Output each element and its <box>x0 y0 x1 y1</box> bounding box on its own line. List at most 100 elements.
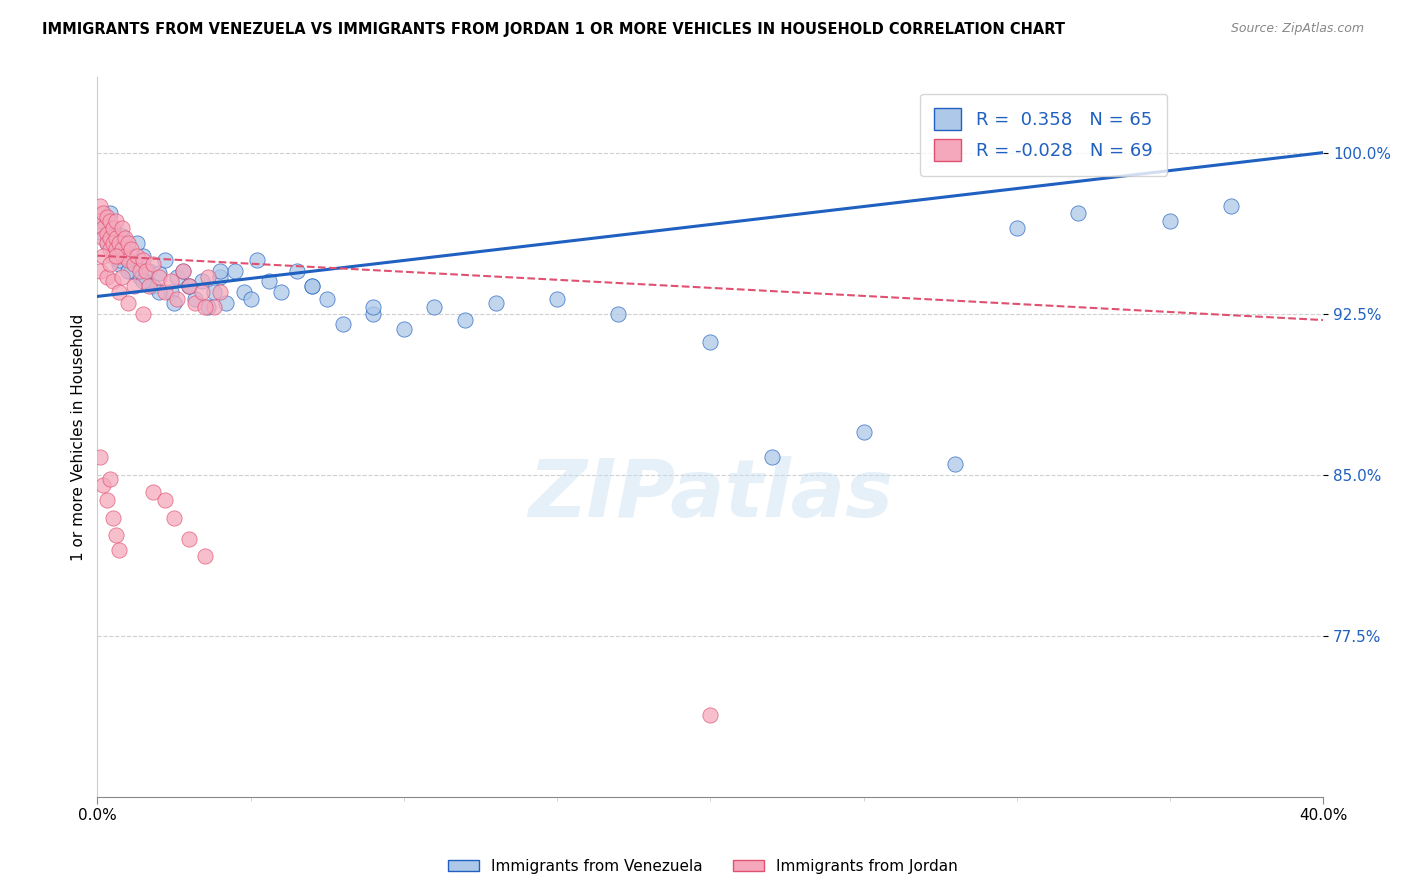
Point <box>197 270 219 285</box>
Point <box>166 270 188 285</box>
Point <box>89 199 111 213</box>
Point <box>546 292 568 306</box>
Point <box>107 257 129 271</box>
Point <box>761 450 783 465</box>
Point <box>117 252 139 267</box>
Point <box>93 214 115 228</box>
Point <box>208 263 231 277</box>
Point <box>699 708 721 723</box>
Point <box>215 296 238 310</box>
Point <box>96 227 118 242</box>
Point <box>101 274 124 288</box>
Point <box>98 242 121 256</box>
Point <box>117 235 139 250</box>
Point <box>104 214 127 228</box>
Point <box>101 249 124 263</box>
Point <box>107 285 129 300</box>
Point <box>89 225 111 239</box>
Point <box>111 242 134 256</box>
Point <box>141 278 163 293</box>
Point <box>122 257 145 271</box>
Point <box>163 510 186 524</box>
Point <box>89 263 111 277</box>
Point <box>224 263 246 277</box>
Point <box>160 274 183 288</box>
Point <box>423 300 446 314</box>
Point <box>111 220 134 235</box>
Point <box>117 263 139 277</box>
Point <box>135 274 157 288</box>
Point <box>107 252 129 267</box>
Point <box>246 252 269 267</box>
Point <box>93 249 115 263</box>
Point <box>111 229 134 244</box>
Y-axis label: 1 or more Vehicles in Household: 1 or more Vehicles in Household <box>72 313 86 561</box>
Point <box>117 296 139 310</box>
Point <box>197 300 219 314</box>
Point <box>179 278 201 293</box>
Point <box>111 270 134 285</box>
Point <box>89 214 111 228</box>
Point <box>138 263 160 277</box>
Point <box>96 210 118 224</box>
Point <box>285 263 308 277</box>
Legend: Immigrants from Venezuela, Immigrants from Jordan: Immigrants from Venezuela, Immigrants fr… <box>441 853 965 880</box>
Point <box>96 235 118 250</box>
Point <box>148 266 170 280</box>
Text: ZIPatlas: ZIPatlas <box>527 456 893 533</box>
Point <box>166 292 188 306</box>
Text: Source: ZipAtlas.com: Source: ZipAtlas.com <box>1230 22 1364 36</box>
Point <box>270 285 292 300</box>
Point <box>107 542 129 557</box>
Point <box>98 231 121 245</box>
Point <box>98 257 121 271</box>
Point <box>96 270 118 285</box>
Point <box>129 263 152 277</box>
Point <box>202 300 225 314</box>
Point <box>96 235 118 250</box>
Point <box>127 249 149 263</box>
Point <box>138 278 160 293</box>
Point <box>257 274 280 288</box>
Point <box>96 493 118 508</box>
Point <box>1005 220 1028 235</box>
Point <box>107 235 129 250</box>
Point <box>202 285 225 300</box>
Point <box>127 235 149 250</box>
Point <box>172 263 194 277</box>
Point <box>607 307 630 321</box>
Point <box>93 220 115 235</box>
Point <box>1067 205 1090 219</box>
Point <box>179 532 201 546</box>
Point <box>301 278 323 293</box>
Point <box>122 278 145 293</box>
Point <box>132 307 155 321</box>
Point <box>141 257 163 271</box>
Point <box>454 313 477 327</box>
Point <box>485 296 508 310</box>
Point <box>208 270 231 285</box>
Point <box>114 249 136 263</box>
Point <box>120 242 142 256</box>
Point <box>179 278 201 293</box>
Point <box>184 292 207 306</box>
Point <box>190 285 212 300</box>
Legend: R =  0.358   N = 65, R = -0.028   N = 69: R = 0.358 N = 65, R = -0.028 N = 69 <box>920 94 1167 176</box>
Point <box>190 274 212 288</box>
Point <box>945 457 967 471</box>
Point <box>93 231 115 245</box>
Point <box>132 252 155 267</box>
Point <box>361 300 384 314</box>
Point <box>141 484 163 499</box>
Point <box>1220 199 1243 213</box>
Point <box>316 292 339 306</box>
Point <box>153 285 176 300</box>
Point <box>98 472 121 486</box>
Point <box>194 549 217 564</box>
Point <box>101 235 124 250</box>
Point <box>172 263 194 277</box>
Point <box>153 252 176 267</box>
Point <box>160 285 183 300</box>
Point <box>179 278 201 293</box>
Point <box>93 478 115 492</box>
